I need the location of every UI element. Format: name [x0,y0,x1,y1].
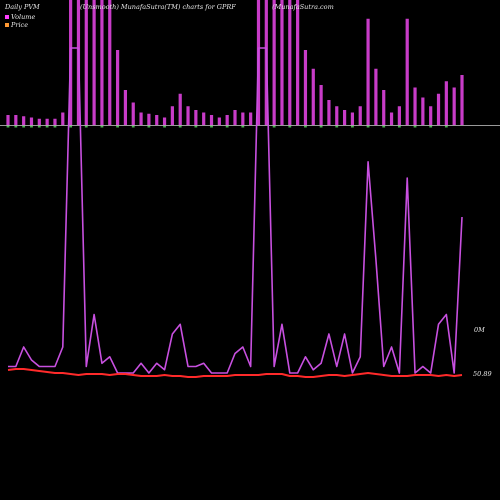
volume-bar [249,112,253,125]
volume-bar [131,102,135,125]
volume-bar [209,115,214,125]
volume-bar-down-marker [397,125,401,128]
volume-bar [366,18,370,125]
volume-bar [303,50,308,125]
volume-bar-down-marker [272,125,276,128]
volume-bar-down-marker [37,125,41,128]
volume-bar [413,87,417,125]
volume-bar-down-marker [366,125,370,128]
volume-line [8,47,463,374]
volume-bar [194,110,198,125]
volume-axis-tick: 0M [474,326,485,334]
volume-bar [61,112,65,125]
volume-bar-down-marker [116,125,119,128]
legend-price: Price [5,21,28,29]
volume-bar-down-marker [429,125,433,128]
volume-bar [22,116,26,125]
volume-bar [217,117,221,125]
volume-bar [92,0,96,125]
volume-bar [14,115,18,125]
volume-bar [178,93,182,125]
legend-price-swatch [5,23,9,27]
volume-bar [45,118,49,125]
volume-bar-down-marker [225,125,229,128]
volume-bar-down-marker [14,125,18,128]
volume-bar [170,106,174,125]
chart-source: (MunafaSutra.com [272,3,334,11]
volume-bar [186,106,190,125]
chart-period-label: Daily PVM [5,3,40,11]
price-line [7,368,463,378]
volume-bar [233,110,237,125]
legend-volume: Volume [5,13,35,21]
volume-bar-down-marker [100,125,104,128]
volume-bar [335,106,339,125]
volume-bar [241,112,245,125]
volume-bar-down-marker [45,125,49,128]
volume-bar-down-marker [241,125,245,128]
volume-bar [397,106,401,125]
volume-bar [288,0,292,125]
volume-bar [100,0,104,125]
volume-bar-down-marker [288,125,292,128]
volume-bar-down-marker [163,125,166,128]
volume-bar-down-marker [413,125,417,128]
volume-bar [319,85,323,125]
volume-bar-down-marker [147,125,151,128]
volume-bar [155,115,159,125]
volume-bar [296,0,300,125]
volume-bar [350,112,355,125]
volume-bar [29,117,34,125]
legend-volume-swatch [5,15,9,19]
volume-bar [139,112,143,125]
volume-bar [327,100,331,125]
volume-bar [84,0,88,125]
volume-bar [311,68,315,125]
volume-bar [342,110,347,125]
volume-bar-down-marker [194,125,198,128]
volume-bar [37,118,41,125]
volume-bar-down-marker [444,125,448,128]
volume-bar [108,0,112,125]
volume-bar-down-marker [382,125,386,128]
volume-bar-down-marker [53,125,57,128]
volume-bar [405,18,409,125]
volume-bar-down-marker [210,125,213,128]
volume-bar [358,106,362,125]
volume-bar [115,50,120,125]
price-axis-tick: 50.89 [473,370,492,378]
volume-bar [6,115,10,125]
volume-bar [389,112,394,125]
volume-bar [162,117,167,125]
volume-bar-down-marker [84,125,88,128]
volume-bar-down-marker [30,125,33,128]
volume-bar [225,115,229,125]
volume-bar [53,118,57,125]
volume-bar [272,0,276,125]
volume-bar-down-marker [6,125,10,128]
volume-bar [374,68,378,125]
volume-bar [382,90,386,125]
volume-bar [460,75,464,125]
volume-bar [429,106,433,125]
volume-bar-down-marker [351,125,354,128]
volume-bar-down-marker [319,125,323,128]
volume-bar-down-marker [22,125,26,128]
chart-title: (Unsmooth) MunafaSutra(TM) charts for GP… [80,3,236,11]
volume-bar [123,90,128,125]
volume-bar [436,93,441,125]
volume-bar [452,87,456,125]
volume-bar-down-marker [131,125,135,128]
volume-bar [147,113,151,125]
volume-bar-down-marker [178,125,182,128]
volume-bar-down-marker [304,125,307,128]
volume-bar-down-marker [335,125,339,128]
volume-bar [444,81,448,125]
volume-bar [202,112,206,125]
volume-bar-down-marker [69,125,73,128]
volume-bar [280,0,284,125]
volume-bar [421,97,425,125]
